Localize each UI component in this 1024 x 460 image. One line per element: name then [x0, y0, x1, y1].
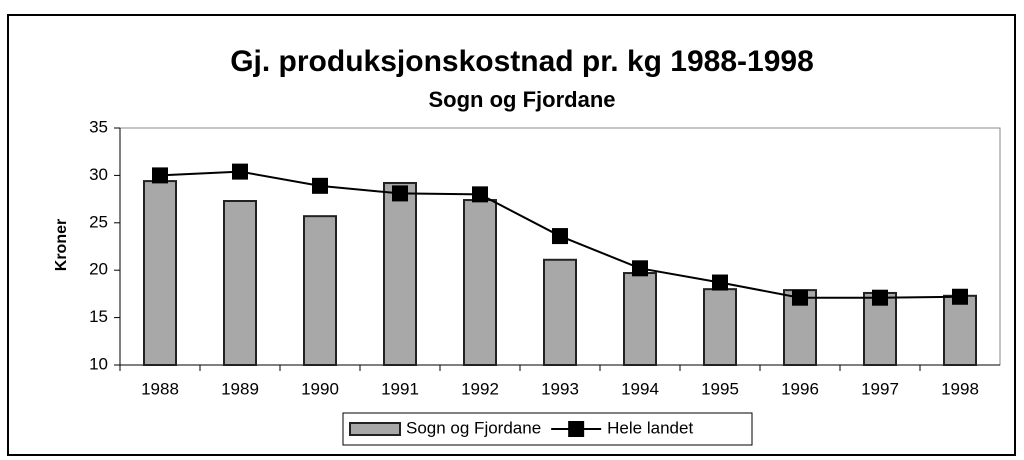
bar: [543, 258, 577, 366]
x-tick-label: 1993: [541, 379, 579, 398]
x-tick-label: 1996: [781, 379, 819, 398]
y-tick-label: 15: [89, 307, 108, 326]
bar: [383, 181, 417, 366]
y-tick-label: 20: [89, 260, 108, 279]
line-marker: [712, 274, 728, 291]
line-marker: [632, 260, 648, 277]
bar: [703, 288, 737, 366]
x-tick-label: 1991: [381, 379, 419, 398]
legend-label: Hele landet: [607, 418, 693, 437]
line-marker: [472, 186, 488, 203]
bar: [783, 289, 817, 366]
y-tick-label: 35: [89, 117, 108, 136]
bar: [303, 215, 337, 366]
legend-swatch-marker: [568, 421, 585, 437]
line-marker: [232, 163, 248, 180]
legend-box: [342, 412, 753, 446]
legend-swatch: [349, 422, 401, 436]
line-marker: [312, 177, 328, 194]
line-marker: [552, 228, 568, 245]
bar: [463, 199, 497, 366]
line-marker: [872, 289, 888, 306]
x-tick-label: 1995: [701, 379, 739, 398]
bar: [943, 294, 977, 366]
x-tick-label: 1990: [301, 379, 339, 398]
x-tick-label: 1992: [461, 379, 499, 398]
bar: [623, 272, 657, 367]
legend-label: Sogn og Fjordane: [406, 418, 541, 437]
x-tick-label: 1989: [221, 379, 259, 398]
line-marker: [792, 289, 808, 306]
chart-title: Gj. produksjonskostnad pr. kg 1988-1998: [230, 45, 814, 78]
y-tick-label: 25: [89, 212, 108, 231]
x-tick-label: 1998: [941, 379, 979, 398]
line-marker: [952, 288, 968, 305]
y-tick-label: 10: [89, 354, 108, 373]
y-tick-label: 30: [89, 165, 108, 184]
line-marker: [152, 167, 168, 184]
x-tick-label: 1988: [141, 379, 179, 398]
x-tick-label: 1994: [621, 379, 659, 398]
y-axis-label: Kroner: [53, 219, 70, 271]
bar: [143, 180, 177, 366]
chart-subtitle: Sogn og Fjordane: [429, 87, 616, 112]
bar: [223, 199, 257, 366]
x-tick-label: 1997: [861, 379, 899, 398]
line-marker: [392, 185, 408, 202]
